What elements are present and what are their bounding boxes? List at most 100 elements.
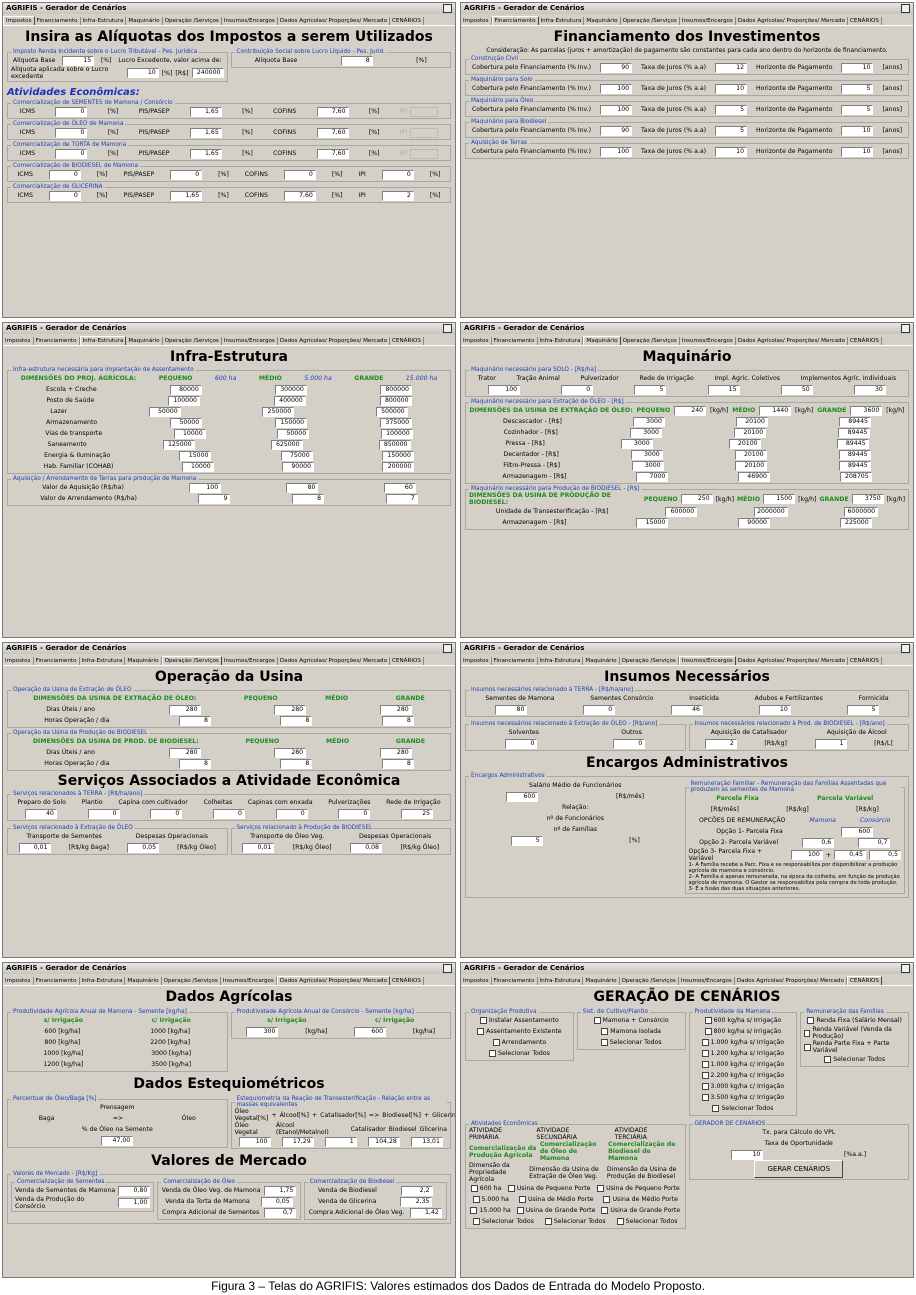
input-field[interactable]: 10000 (173, 428, 206, 439)
checkbox[interactable]: Selecionar Todos (545, 1218, 606, 1225)
checkbox[interactable]: Arrendamento (493, 1039, 547, 1046)
tab[interactable]: Operação /Serviços (161, 656, 222, 665)
input-field[interactable]: 1,65 (189, 106, 222, 117)
input-field[interactable]: 100 (189, 482, 222, 493)
tab[interactable]: Insumos/Encargos (678, 656, 736, 665)
input-field[interactable]: 100000 (167, 395, 200, 406)
input-field[interactable]: 600000 (665, 506, 698, 517)
input-field[interactable]: 89445 (838, 416, 871, 427)
input-field[interactable]: 15000 (179, 450, 212, 461)
input-field[interactable]: 0 (170, 169, 203, 180)
input-field[interactable]: 1500 (763, 494, 796, 504)
close-button[interactable] (901, 4, 910, 13)
tab[interactable]: Financiamento (492, 977, 538, 985)
input-field[interactable]: 208705 (839, 471, 872, 482)
input-field[interactable]: 0 (381, 169, 414, 180)
tab[interactable]: CENÁRIOS (848, 657, 882, 665)
checkbox[interactable]: 1.000 kg/ha c/ Irrigação (702, 1061, 785, 1068)
input-field[interactable]: 10 (731, 1149, 764, 1160)
input-field[interactable]: 8 (280, 758, 313, 769)
input-field[interactable]: 0 (150, 808, 183, 819)
tab[interactable]: Financiamento (35, 17, 81, 25)
input-field[interactable]: 30 (853, 384, 886, 395)
input-field[interactable]: 7000 (636, 471, 669, 482)
checkbox[interactable]: Renda Parte Fixa + Parte Variável (804, 1040, 905, 1054)
input-field[interactable]: 7,60 (283, 190, 316, 201)
checkbox[interactable]: Usina de Grande Porte (517, 1207, 596, 1214)
checkbox[interactable]: 3.000 kg/ha c/ Irrigação (702, 1083, 785, 1090)
tab[interactable]: Insumos/Encargos (680, 337, 736, 345)
input-field[interactable]: 10 (758, 704, 791, 715)
input-field[interactable]: 5 (846, 704, 879, 715)
input-field[interactable]: 50 (780, 384, 813, 395)
input-field[interactable]: 47,00 (101, 1135, 134, 1146)
input-field[interactable]: 5 (634, 384, 667, 395)
checkbox[interactable]: 600 kg/ha s/ Irrigação (705, 1017, 782, 1024)
input-field[interactable]: 5 (715, 104, 748, 115)
checkbox[interactable]: Selecionar Todos (489, 1050, 550, 1057)
tab[interactable]: Infra-Estrutura (80, 977, 126, 985)
input-field[interactable]: 8 (280, 715, 313, 726)
input-field[interactable]: 50000 (170, 417, 203, 428)
input-field[interactable]: 3000 (630, 449, 663, 460)
input-field[interactable]: 5 (715, 125, 748, 136)
input-field[interactable]: 300 (246, 1026, 279, 1037)
input-field[interactable]: 3000 (632, 416, 665, 427)
tab[interactable]: Insumos/Encargos (222, 657, 278, 665)
checkbox[interactable]: Assentamento Existente (477, 1028, 561, 1035)
close-button[interactable] (901, 324, 910, 333)
input-field[interactable]: 5 (841, 83, 874, 94)
input-field[interactable]: 500000 (375, 406, 408, 417)
input-field[interactable]: 90 (600, 62, 633, 73)
input-field[interactable]: 1,65 (189, 148, 222, 159)
input-field[interactable]: 50000 (148, 406, 181, 417)
input-field[interactable]: 20100 (735, 460, 768, 471)
tab[interactable]: Operação /Serviços (163, 337, 222, 345)
input-field[interactable]: 5 (841, 104, 874, 115)
tab[interactable]: Financiamento (492, 337, 538, 345)
input-field[interactable]: 10 (841, 125, 874, 136)
input-field[interactable]: 75000 (280, 450, 313, 461)
input-field[interactable]: 0 (55, 148, 88, 159)
tab[interactable]: Maquinário (125, 657, 162, 665)
input-field[interactable]: 25 (401, 808, 434, 819)
input-field[interactable]: 250000 (262, 406, 295, 417)
input-field[interactable]: 89445 (838, 449, 871, 460)
input-field[interactable]: 240000 (191, 68, 224, 78)
input-field[interactable]: 80000 (169, 384, 202, 395)
checkbox[interactable]: Usina de Grande Porte (601, 1207, 680, 1214)
tab[interactable]: Dados Agrícolas/ Proporções/ Mercado (276, 976, 390, 985)
input-field[interactable]: 100 (600, 146, 633, 157)
input-field[interactable]: 7 (385, 493, 418, 504)
tab[interactable]: Infra-Estrutura (80, 657, 126, 665)
input-field[interactable]: 0 (561, 384, 594, 395)
tab[interactable]: CENÁRIOS (390, 977, 424, 985)
tab[interactable]: Operação /Serviços (620, 977, 679, 985)
input-field[interactable]: 0,7 (263, 1207, 296, 1218)
checkbox[interactable]: 800 kg/ha s/ Irrigação (705, 1028, 782, 1035)
tab[interactable]: Impostos (3, 977, 34, 985)
input-field[interactable]: 1,42 (409, 1207, 442, 1218)
checkbox[interactable]: 1.000 kg/ha s/ Irrigação (702, 1039, 784, 1046)
input-field[interactable]: 8 (340, 55, 373, 66)
tab[interactable]: Dados Agrícolas/ Proporções/ Mercado (736, 17, 848, 25)
tab[interactable]: Financiamento (34, 977, 80, 985)
checkbox[interactable]: Usina de Pequeno Porte (508, 1185, 591, 1192)
input-field[interactable]: 8 (381, 715, 414, 726)
input-field[interactable]: 280 (274, 747, 307, 758)
input-field[interactable]: 1,65 (170, 190, 203, 201)
input-field[interactable]: 100 (488, 384, 521, 395)
tab[interactable]: Impostos (3, 657, 34, 665)
checkbox[interactable]: Usina de Médio Porte (603, 1196, 677, 1203)
tab[interactable]: Financiamento (34, 337, 80, 345)
input-field[interactable]: 8 (178, 758, 211, 769)
tab[interactable]: Impostos (461, 657, 492, 665)
input-field[interactable]: 89445 (838, 460, 871, 471)
close-button[interactable] (443, 964, 452, 973)
input-field[interactable]: 0,05 (260, 1196, 293, 1207)
tab[interactable]: CENÁRIOS (390, 17, 424, 25)
input-field[interactable]: 0,01 (242, 842, 275, 853)
input-field[interactable]: 1440 (759, 405, 792, 416)
checkbox[interactable]: 600 ha (471, 1185, 502, 1192)
tab[interactable]: Impostos (461, 17, 492, 25)
